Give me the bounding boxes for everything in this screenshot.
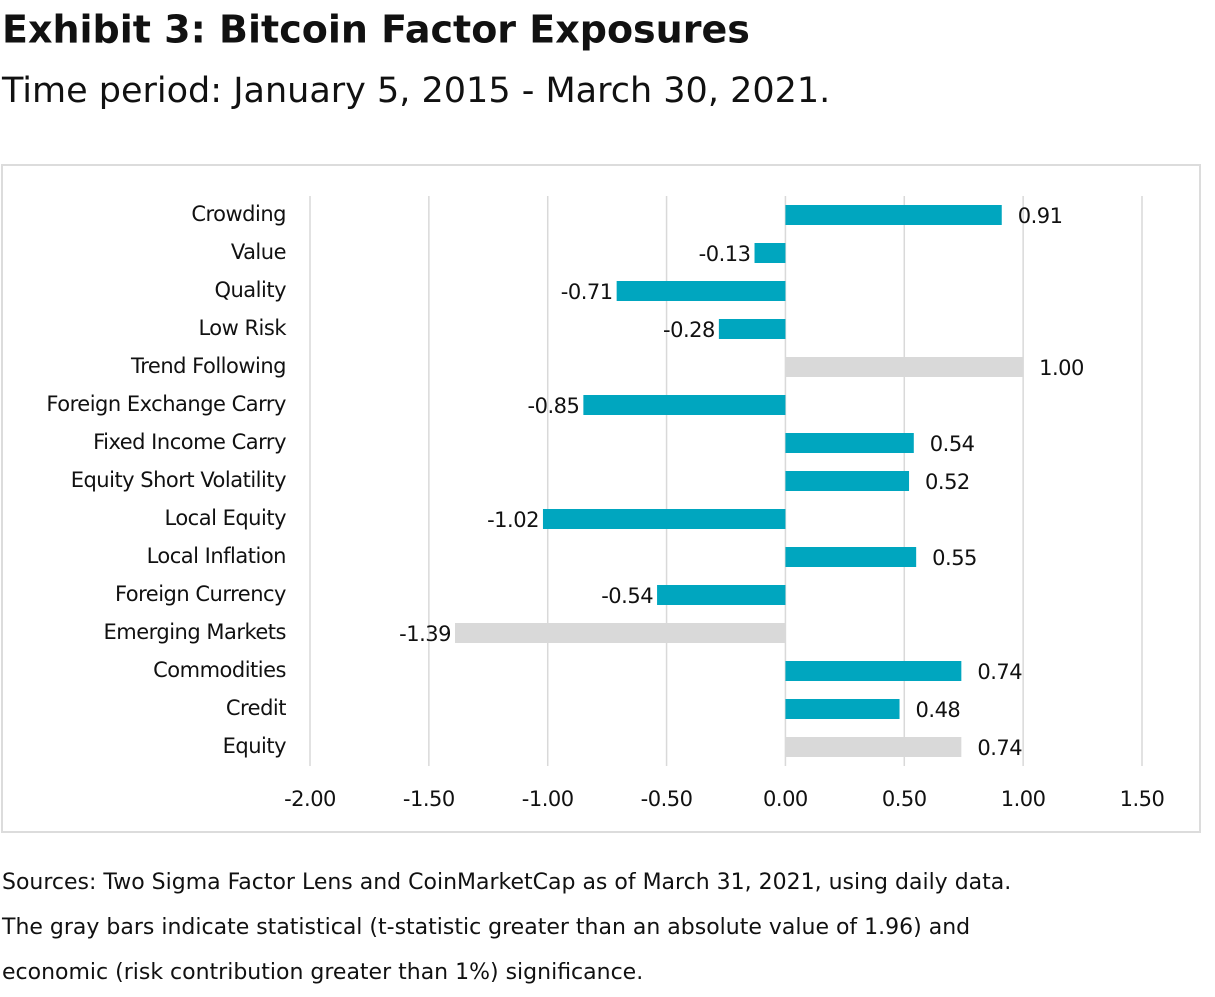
value-label: -0.54 — [601, 584, 653, 608]
bar — [455, 623, 786, 643]
x-tick-label: 1.50 — [1120, 787, 1165, 811]
y-tick-label: Emerging Markets — [103, 620, 286, 644]
bar — [657, 585, 786, 605]
y-tick-label: Equity — [223, 734, 286, 758]
x-tick-label: -0.50 — [641, 787, 693, 811]
x-tick-label: 0.00 — [763, 787, 808, 811]
chart-title: Exhibit 3: Bitcoin Factor Exposures — [2, 8, 750, 52]
bar — [718, 319, 786, 339]
y-tick-label: Quality — [214, 278, 286, 302]
value-label: 0.48 — [916, 698, 961, 722]
y-tick-label: Fixed Income Carry — [93, 430, 286, 454]
bar — [785, 737, 962, 757]
value-label: 0.55 — [932, 546, 977, 570]
bar — [785, 471, 910, 491]
value-label: 0.74 — [977, 660, 1022, 684]
x-tick-label: -1.50 — [403, 787, 455, 811]
bar — [785, 699, 900, 719]
value-label: 0.91 — [1018, 204, 1063, 228]
bar — [616, 281, 786, 301]
source-note: Sources: Two Sigma Factor Lens and CoinM… — [2, 870, 1011, 895]
y-tick-label: Equity Short Volatility — [71, 468, 286, 492]
plot-area: -2.00 -1.50 -1.00 -0.50 0.00 0.50 1.00 1.50 Crow… — [46, 196, 1165, 811]
y-tick-label: Crowding — [191, 202, 286, 226]
bar — [542, 509, 786, 529]
x-tick-label: 1.00 — [1001, 787, 1046, 811]
value-label: 1.00 — [1039, 356, 1084, 380]
value-label: -0.85 — [528, 394, 580, 418]
footnote: The gray bars indicate statistical (t-st… — [1, 915, 970, 940]
bar — [583, 395, 786, 415]
y-tick-label: Value — [231, 240, 286, 264]
y-tick-label: Credit — [226, 696, 286, 720]
value-label: -0.13 — [699, 242, 751, 266]
bar — [785, 357, 1024, 377]
value-label: -0.28 — [663, 318, 715, 342]
chart-frame — [1, 164, 1201, 833]
y-tick-label: Low Risk — [198, 316, 287, 340]
value-label: -1.02 — [487, 508, 539, 532]
y-tick-label: Trend Following — [130, 354, 286, 378]
x-tick-label: 0.50 — [882, 787, 927, 811]
y-tick-label: Local Inflation — [147, 544, 286, 568]
bar — [754, 243, 786, 263]
value-label: -0.71 — [561, 280, 613, 304]
y-tick-label: Foreign Currency — [115, 582, 286, 606]
bar — [785, 547, 917, 567]
y-tick-label: Commodities — [153, 658, 286, 682]
value-label: 0.54 — [930, 432, 975, 456]
y-tick-label: Foreign Exchange Carry — [46, 392, 286, 416]
chart-subtitle: Time period: January 5, 2015 - March 30,… — [1, 71, 830, 111]
x-tick-label: -1.00 — [522, 787, 574, 811]
bar — [785, 661, 962, 681]
value-label: 0.52 — [925, 470, 970, 494]
y-tick-label: Local Equity — [164, 506, 286, 530]
x-tick-label: -2.00 — [284, 787, 336, 811]
value-label: -1.39 — [399, 622, 451, 646]
bar — [785, 433, 914, 453]
bar — [785, 205, 1002, 225]
footnote: economic (risk contribution greater than… — [2, 960, 643, 985]
value-label: 0.74 — [977, 736, 1022, 760]
